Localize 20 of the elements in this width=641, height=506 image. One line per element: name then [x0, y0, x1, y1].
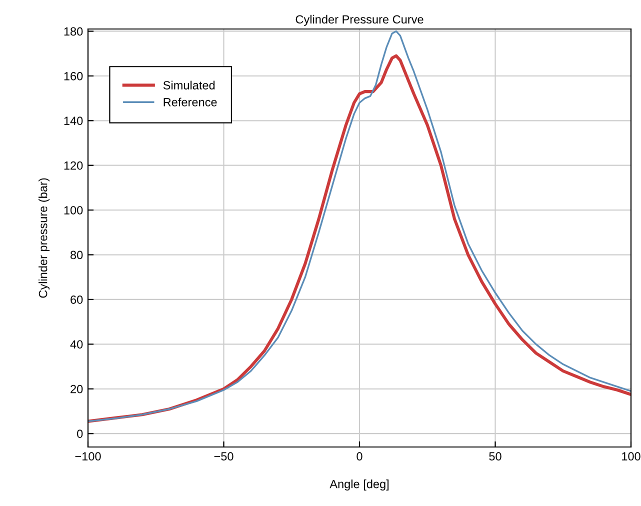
- x-tick-label: 100: [622, 452, 640, 461]
- y-axis-title: Cylinder pressure (bar): [38, 178, 50, 298]
- x-axis-title: Angle [deg]: [330, 480, 389, 491]
- y-tick-label: 140: [64, 116, 83, 126]
- y-tick-label: 80: [70, 250, 83, 260]
- y-tick-label: 120: [64, 161, 83, 170]
- x-tick-label: 0: [356, 452, 362, 461]
- x-tick-label: −100: [75, 452, 101, 461]
- y-tick-label: 20: [70, 384, 83, 394]
- y-tick-label: 180: [64, 27, 83, 36]
- legend-label: Reference: [164, 98, 217, 106]
- x-tick-label: 50: [489, 452, 502, 461]
- y-tick-label: 0: [77, 430, 83, 438]
- y-tick-label: 40: [70, 340, 83, 349]
- y-tick-label: 100: [64, 206, 83, 214]
- y-tick-label: 160: [64, 72, 83, 80]
- chart-title: Cylinder Pressure Curve: [296, 14, 424, 26]
- y-tick-label: 60: [70, 296, 83, 304]
- x-tick-label: −50: [214, 452, 234, 461]
- legend-label: Simulated: [163, 80, 215, 90]
